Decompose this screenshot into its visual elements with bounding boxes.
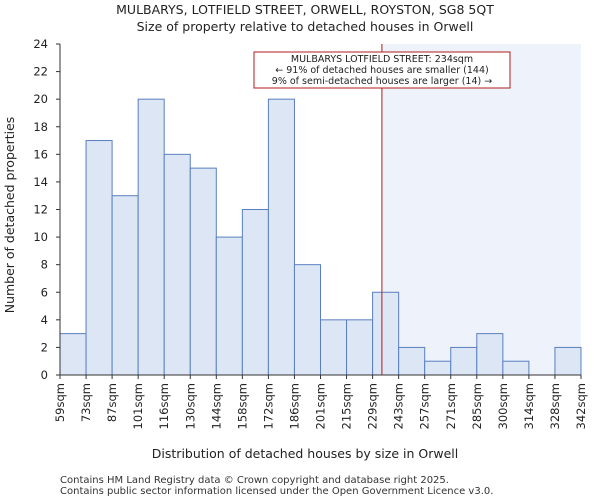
histogram-bar-201sqm: [320, 319, 348, 376]
x-tick-label: 215sqm: [340, 383, 354, 429]
x-tick-label: 257sqm: [418, 383, 432, 429]
histogram-bar-285sqm: [476, 333, 504, 376]
y-tick-label: 10: [33, 230, 48, 244]
x-tick-label: 116sqm: [157, 383, 171, 429]
x-tick-label: 73sqm: [79, 383, 93, 422]
histogram-bar-328sqm: [554, 346, 582, 376]
histogram-bar-229sqm: [372, 291, 400, 376]
y-tick-label: 22: [33, 65, 48, 79]
x-tick-label: 59sqm: [53, 383, 67, 422]
x-tick-label: 328sqm: [548, 383, 562, 429]
y-tick-label: 6: [41, 285, 48, 299]
x-tick-label: 342sqm: [574, 383, 588, 429]
chart-title: MULBARYS, LOTFIELD STREET, ORWELL, ROYST…: [116, 2, 494, 17]
x-tick-label: 101sqm: [131, 383, 145, 429]
annotation-box: MULBARYS LOTFIELD STREET: 234sqm ← 91% o…: [253, 51, 511, 89]
larger-properties-region: [381, 44, 581, 375]
histogram-bar-73sqm: [85, 140, 113, 376]
y-tick-label: 24: [33, 37, 48, 51]
histogram-bar-271sqm: [450, 346, 478, 376]
histogram-bar-300sqm: [502, 360, 530, 376]
x-tick-label: 229sqm: [366, 383, 380, 429]
histogram-bar-116sqm: [163, 153, 191, 376]
x-tick-label: 186sqm: [287, 383, 301, 429]
y-tick-label: 0: [41, 368, 48, 382]
histogram-bar-59sqm: [59, 333, 87, 376]
y-tick-label: 4: [41, 313, 48, 327]
footer-line-2: Contains public sector information licen…: [60, 486, 493, 497]
annotation-line-2: ← 91% of detached houses are smaller (14…: [275, 65, 488, 76]
x-tick-label: 87sqm: [105, 383, 119, 422]
annotation-line-1: MULBARYS LOTFIELD STREET: 234sqm: [291, 54, 473, 65]
histogram-bar-101sqm: [137, 98, 165, 376]
y-tick-label: 8: [41, 258, 48, 272]
x-axis-label: Distribution of detached houses by size …: [152, 446, 458, 461]
histogram-bar-130sqm: [189, 167, 217, 376]
y-tick-label: 20: [33, 92, 48, 106]
y-axis-label: Number of detached properties: [2, 117, 17, 314]
histogram-bar-215sqm: [346, 319, 374, 376]
annotation-frame: [253, 51, 511, 89]
x-tick-label: 144sqm: [209, 383, 223, 429]
histogram-bar-243sqm: [398, 346, 426, 376]
histogram-bar-87sqm: [111, 195, 139, 376]
annotation-line-3: 9% of semi-detached houses are larger (1…: [272, 76, 492, 87]
histogram-bar-257sqm: [424, 360, 452, 376]
x-tick-label: 271sqm: [444, 383, 458, 429]
histogram-bar-158sqm: [241, 209, 269, 376]
x-tick-label: 285sqm: [470, 383, 484, 429]
chart-subtitle: Size of property relative to detached ho…: [137, 19, 474, 34]
y-tick-label: 16: [33, 147, 48, 161]
x-tick-label: 314sqm: [522, 383, 536, 429]
x-tick-label: 243sqm: [392, 383, 406, 429]
histogram-bar-186sqm: [293, 264, 322, 376]
y-tick-label: 18: [33, 120, 48, 134]
y-tick-label: 2: [41, 340, 48, 354]
footer-line-1: Contains HM Land Registry data © Crown c…: [60, 475, 449, 486]
x-tick-label: 201sqm: [314, 383, 328, 429]
x-tick-label: 172sqm: [261, 383, 275, 429]
y-tick-label: 14: [33, 175, 48, 189]
x-tick-label: 300sqm: [496, 383, 510, 429]
histogram-bar-172sqm: [267, 98, 295, 376]
x-tick-label: 130sqm: [183, 383, 197, 429]
x-tick-label: 158sqm: [235, 383, 249, 429]
y-tick-label: 12: [33, 203, 48, 217]
histogram-bar-144sqm: [215, 236, 243, 376]
